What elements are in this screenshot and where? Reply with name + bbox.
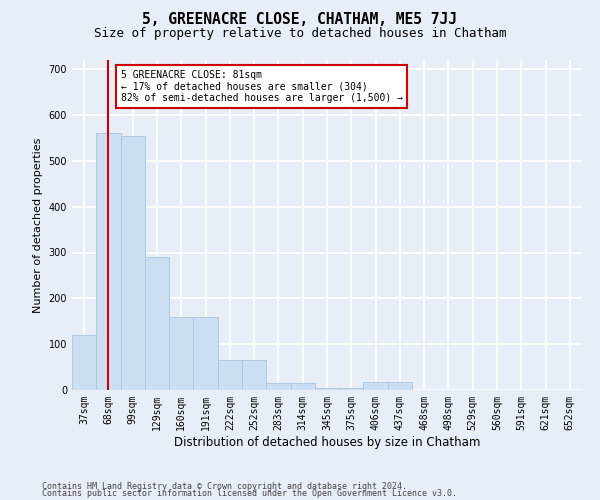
Bar bbox=[339, 388, 364, 390]
Bar bbox=[193, 316, 218, 390]
Bar bbox=[169, 316, 193, 390]
Bar bbox=[121, 136, 145, 390]
Bar bbox=[364, 382, 388, 390]
Text: Contains HM Land Registry data © Crown copyright and database right 2024.: Contains HM Land Registry data © Crown c… bbox=[42, 482, 407, 491]
Bar bbox=[96, 134, 121, 390]
X-axis label: Distribution of detached houses by size in Chatham: Distribution of detached houses by size … bbox=[174, 436, 480, 448]
Text: 5, GREENACRE CLOSE, CHATHAM, ME5 7JJ: 5, GREENACRE CLOSE, CHATHAM, ME5 7JJ bbox=[143, 12, 458, 28]
Bar bbox=[290, 383, 315, 390]
Text: 5 GREENACRE CLOSE: 81sqm
← 17% of detached houses are smaller (304)
82% of semi-: 5 GREENACRE CLOSE: 81sqm ← 17% of detach… bbox=[121, 70, 403, 103]
Bar bbox=[388, 382, 412, 390]
Text: Size of property relative to detached houses in Chatham: Size of property relative to detached ho… bbox=[94, 28, 506, 40]
Bar bbox=[315, 388, 339, 390]
Text: Contains public sector information licensed under the Open Government Licence v3: Contains public sector information licen… bbox=[42, 489, 457, 498]
Bar bbox=[266, 383, 290, 390]
Y-axis label: Number of detached properties: Number of detached properties bbox=[33, 138, 43, 312]
Bar bbox=[242, 360, 266, 390]
Bar bbox=[72, 335, 96, 390]
Bar bbox=[218, 360, 242, 390]
Bar bbox=[145, 257, 169, 390]
